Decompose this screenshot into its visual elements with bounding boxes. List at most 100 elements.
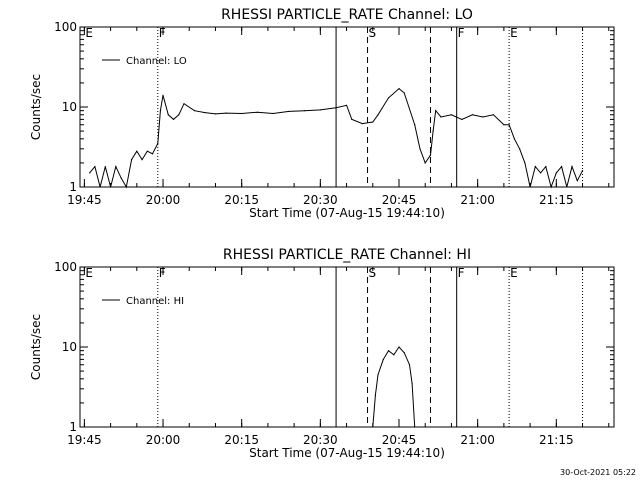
y-tick-label: 10 [62,100,77,114]
data-point [545,165,547,168]
data-point [419,148,421,150]
y-axis-label: Counts/sec [29,314,43,380]
data-point [539,172,542,174]
data-point [471,114,474,116]
data-point [492,114,494,116]
x-tick-label: 21:00 [460,433,495,447]
data-point [151,153,154,155]
event-marker-label: S [369,266,377,280]
data-point [141,159,143,161]
data-point [157,142,159,145]
data-point [214,113,217,115]
data-point [382,358,384,360]
data-point [398,346,400,348]
data-point [581,170,584,172]
x-tick-label: 21:15 [539,433,574,447]
data-point [319,109,321,111]
data-point [461,118,463,120]
y-tick-label: 1 [69,420,77,434]
data-point [424,162,426,164]
data-point [204,112,206,114]
data-point [159,110,162,112]
data-point [513,138,515,140]
data-point [167,114,169,116]
x-axis-label: Start Time (07-Aug-15 19:44:10) [249,446,445,460]
x-tick-label: 20:45 [382,433,417,447]
data-point [345,104,348,106]
event-marker-label: E [510,26,518,40]
data-point [403,92,405,94]
event-marker-label: F [159,26,166,40]
x-axis-label: Start Time (07-Aug-15 19:44:10) [249,206,445,220]
x-tick-label: 19:45 [67,193,102,207]
event-marker-label: E [510,266,518,280]
event-marker-label: S [369,26,377,40]
plot-frame [79,266,615,428]
event-marker-label: F [458,26,465,40]
chart-panel-hi: RHESSI PARTICLE_RATE Channel: HI 1 10 100 Co… [29,247,615,460]
data-point [429,154,432,156]
data-point [99,186,101,188]
chart-title: RHESSI PARTICLE_RATE Channel: LO [221,7,473,23]
data-point [304,110,306,112]
data-point [372,121,374,123]
data-point [120,177,122,179]
x-tick-label: 20:15 [224,193,259,207]
data-point [482,116,484,118]
data-point [555,172,557,174]
data-point [377,114,379,116]
data-point [440,116,442,118]
x-tick-label: 20:30 [303,193,338,207]
data-point [566,186,568,188]
data-point [450,114,453,116]
x-tick-label: 20:45 [382,193,417,207]
data-point [136,150,138,152]
x-tick-label: 21:00 [460,193,495,207]
data-point [374,394,377,396]
data-point [387,97,390,99]
data-point [408,364,411,366]
event-marker-label: E [85,26,93,40]
data-point [529,186,531,188]
data-point [335,107,337,109]
x-tick-label: 19:45 [67,433,102,447]
data-point [162,94,164,96]
data-point [403,352,405,354]
y-tick-label: 100 [54,20,77,34]
data-point [183,103,185,105]
data-point [89,172,91,174]
data-point [508,124,510,126]
data-point [398,87,400,90]
data-point [432,130,434,132]
data-point [387,350,390,352]
y-axis-label: Counts/sec [29,74,43,140]
x-tick-label: 20:00 [146,433,181,447]
x-tick-label: 20:15 [224,433,259,447]
data-point [414,124,416,126]
data-point [393,354,395,356]
footer-timestamp: 30-Oct-2021 05:22 [560,468,636,477]
data-point [503,124,505,126]
x-tick-label: 21:15 [539,193,574,207]
data-point [178,114,180,116]
data-point [351,118,353,120]
x-tick-label: 20:30 [303,433,338,447]
data-point [225,112,227,114]
data-point [414,426,416,428]
series-line [372,346,416,428]
data-point [288,110,290,113]
data-point [272,112,274,115]
y-tick-label: 1 [69,180,77,194]
data-point [372,426,374,428]
data-point [115,165,117,168]
data-point [560,165,563,168]
data-point [534,165,536,168]
data-point [256,111,259,113]
chart-title: RHESSI PARTICLE_RATE Channel: HI [223,247,471,263]
data-point [109,186,112,188]
x-tick-label: 20:00 [146,193,181,207]
data-point [377,374,379,376]
data-point [524,162,526,164]
event-marker-label: F [458,266,465,280]
